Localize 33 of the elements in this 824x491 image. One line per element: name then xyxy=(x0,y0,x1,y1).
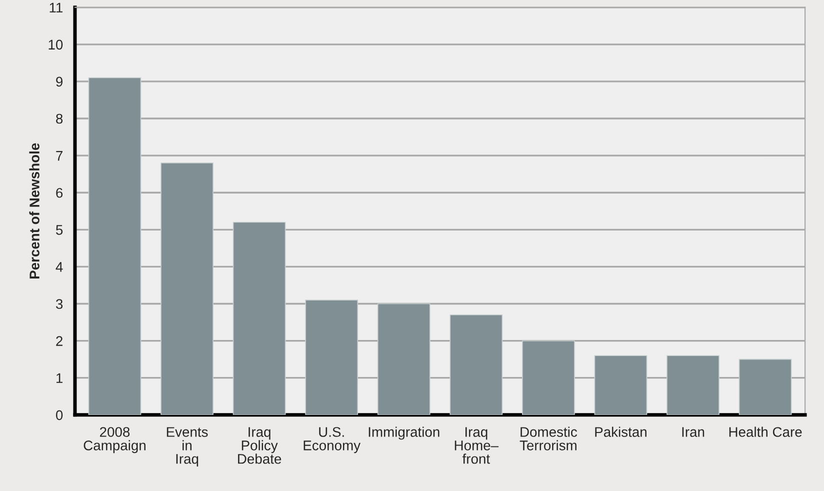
y-tick-label: 2 xyxy=(56,336,62,346)
x-tick-label: 2008 Campaign xyxy=(84,427,146,454)
x-tick-label: Domestic Terrorism xyxy=(520,426,578,450)
bar xyxy=(738,358,792,415)
y-tick-label: 8 xyxy=(56,114,63,124)
y-tick-label: 9 xyxy=(56,76,63,87)
x-tick-label: Events in Iraq xyxy=(166,427,208,467)
x-tick-label: Iraq Home– front xyxy=(454,427,499,464)
bar xyxy=(450,314,503,415)
bar xyxy=(666,355,720,415)
bar xyxy=(305,300,358,415)
x-tick-label: Pakistan xyxy=(595,426,646,437)
y-tick-label: 3 xyxy=(56,299,63,309)
y-tick-label: 0 xyxy=(56,410,63,420)
bar xyxy=(88,77,142,415)
x-tick-label: Iran xyxy=(682,427,704,437)
x-tick-label: Health Care xyxy=(729,426,802,437)
y-axis-title: Percent of Newshole xyxy=(29,143,40,278)
x-tick-label: Immigration xyxy=(368,426,440,440)
bar xyxy=(522,340,575,415)
x-tick-label: U.S. Economy xyxy=(304,427,361,454)
y-tick-label: 10 xyxy=(48,40,63,50)
bar xyxy=(594,355,648,415)
y-tick-label: 7 xyxy=(56,151,62,161)
y-tick-label: 5 xyxy=(56,225,63,235)
bar xyxy=(232,222,286,415)
x-tick-label: Iraq Policy Debate xyxy=(238,427,282,464)
bar xyxy=(160,162,214,415)
y-tick-label: 6 xyxy=(56,188,63,198)
bar xyxy=(377,303,430,415)
y-tick-label: 11 xyxy=(50,2,62,12)
y-tick-label: 1 xyxy=(56,373,62,383)
y-tick-label: 4 xyxy=(56,262,63,272)
